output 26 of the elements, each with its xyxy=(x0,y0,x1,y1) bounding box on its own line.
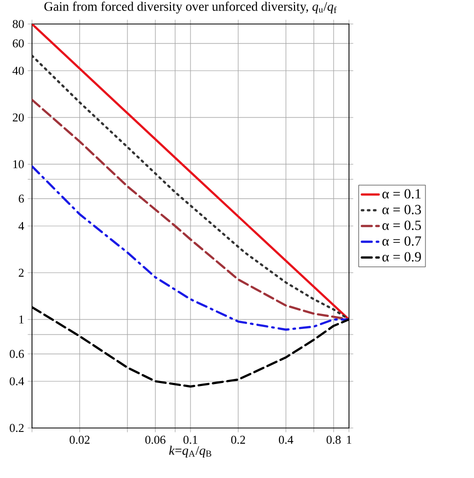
y-tick-label: 0.2 xyxy=(10,424,24,432)
x-tick-label: 0.06 xyxy=(145,436,166,444)
legend-label: α = 0.7 xyxy=(382,236,422,246)
y-tick-label: 20 xyxy=(12,113,24,122)
y-tick-label: 40 xyxy=(12,66,24,75)
legend-label: α = 0.5 xyxy=(382,220,421,230)
y-tick-label: 60 xyxy=(12,39,24,48)
y-tick-label: 10 xyxy=(13,160,24,168)
x-tick-label: 0.2 xyxy=(231,436,246,444)
y-tick-label: 1 xyxy=(19,316,24,324)
legend-label: α = 0.3 xyxy=(382,204,421,214)
y-tick-label: 4 xyxy=(18,222,24,230)
y-tick-label: 80 xyxy=(12,20,24,28)
x-axis-title: k=q$_{A}$/q$_{B}$ xyxy=(169,446,212,458)
x-tick-label: 0.8 xyxy=(326,436,341,444)
y-tick-label: 0.4 xyxy=(10,377,24,386)
y-tick-label: 2 xyxy=(18,268,24,277)
x-tick-label: 0.4 xyxy=(278,436,294,444)
y-tick-label: 6 xyxy=(18,194,24,203)
x-tick-label: 1 xyxy=(347,436,352,444)
y-tick-label: 0.6 xyxy=(10,350,24,358)
x-tick-label: 0.1 xyxy=(183,436,198,444)
x-tick-label: 0.02 xyxy=(70,436,90,444)
legend-label: α = 0.9 xyxy=(382,252,421,262)
legend-label: α = 0.1 xyxy=(382,189,421,199)
chart-title: Gain from forced diversity over unforced diversity, q$_{u}$/q$_{f}$ xyxy=(44,2,337,14)
